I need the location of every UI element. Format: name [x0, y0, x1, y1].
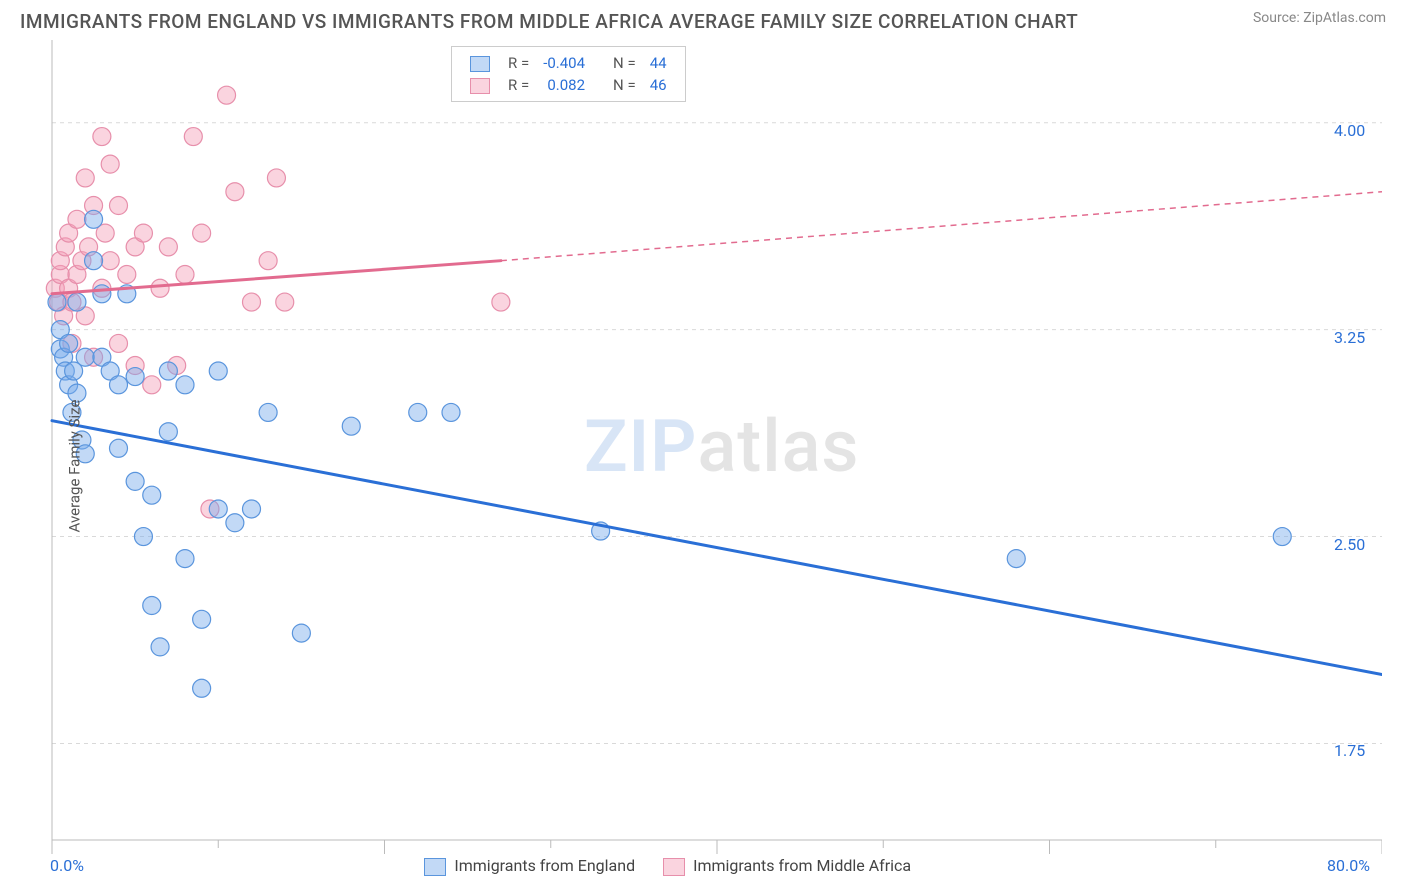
y-tick-label: 2.50 — [1334, 535, 1365, 554]
scatter-plot — [0, 40, 1382, 880]
y-tick-label: 3.25 — [1334, 328, 1365, 347]
chart-area: Average Family Size ZIPatlas R =-0.404N … — [0, 40, 1406, 892]
series-legend: Immigrants from EnglandImmigrants from M… — [424, 856, 939, 876]
y-tick-label: 1.75 — [1334, 741, 1365, 760]
chart-title: IMMIGRANTS FROM ENGLAND VS IMMIGRANTS FR… — [20, 10, 1078, 33]
x-axis-end: 80.0% — [1327, 856, 1370, 875]
y-tick-label: 4.00 — [1334, 121, 1365, 140]
x-axis-start: 0.0% — [50, 856, 84, 875]
y-axis-label: Average Family Size — [65, 400, 83, 533]
stats-legend: R =-0.404N =44R = 0.082N =46 — [451, 46, 686, 102]
source-label: Source: ZipAtlas.com — [1253, 10, 1386, 26]
